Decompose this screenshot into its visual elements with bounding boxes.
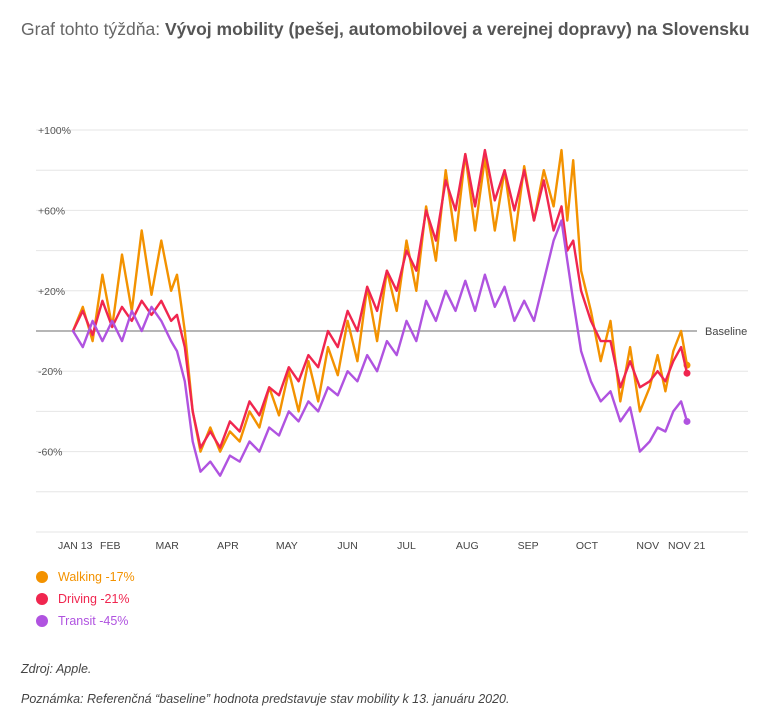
series-end-marker-1 <box>683 369 691 377</box>
baseline-label: Baseline <box>705 326 747 338</box>
x-tick-label: MAY <box>276 540 298 552</box>
x-tick-label: JUN <box>337 540 357 552</box>
x-tick-label: MAR <box>155 540 179 552</box>
x-tick-label: NOV <box>636 540 659 552</box>
source-text: Zdroj: Apple. <box>21 662 92 676</box>
note-text: Poznámka: Referenčná “baseline” hodnota … <box>21 692 510 706</box>
title-bold: Vývoj mobility (pešej, automobilovej a v… <box>164 19 750 39</box>
legend-dot <box>36 593 48 605</box>
legend-dot <box>36 615 48 627</box>
legend: Walking -17% Driving -21% Transit -45% <box>36 566 135 632</box>
legend-item: Driving -21% <box>36 588 135 610</box>
x-tick-label: JUL <box>397 540 416 552</box>
x-tick-label: JAN 13 <box>58 540 93 552</box>
mobility-chart: Baseline +100% +60% +20% -20% -60% JAN 13 FEB MA… <box>36 125 748 552</box>
label-layer: Baseline +100% +60% +20% -20% -60% JAN 13 FEB MA… <box>38 125 747 552</box>
x-tick-label: SEP <box>518 540 539 552</box>
legend-label: Walking -17% <box>58 570 135 584</box>
series-layer <box>71 148 691 477</box>
page-title: Graf tohto týždňa: Vývoj mobility (pešej… <box>21 14 761 44</box>
legend-item: Walking -17% <box>36 566 135 588</box>
title-prefix: Graf tohto týždňa: <box>21 19 165 39</box>
legend-dot <box>36 571 48 583</box>
series-end-marker-2 <box>683 417 691 425</box>
series-line-2 <box>71 219 689 477</box>
x-tick-label: FEB <box>100 540 120 552</box>
legend-item: Transit -45% <box>36 610 135 632</box>
y-tick-label: +100% <box>38 125 71 137</box>
y-tick-label: +60% <box>38 205 65 217</box>
legend-label: Transit -45% <box>58 614 129 628</box>
x-tick-label: APR <box>217 540 239 552</box>
x-tick-label: AUG <box>456 540 479 552</box>
x-tick-label: NOV 21 <box>668 540 706 552</box>
y-tick-label: -20% <box>38 366 63 378</box>
y-tick-label: -60% <box>38 447 63 459</box>
x-tick-label: OCT <box>576 540 599 552</box>
series-line-1 <box>71 148 689 449</box>
y-tick-label: +20% <box>38 286 65 298</box>
legend-label: Driving -21% <box>58 592 130 606</box>
